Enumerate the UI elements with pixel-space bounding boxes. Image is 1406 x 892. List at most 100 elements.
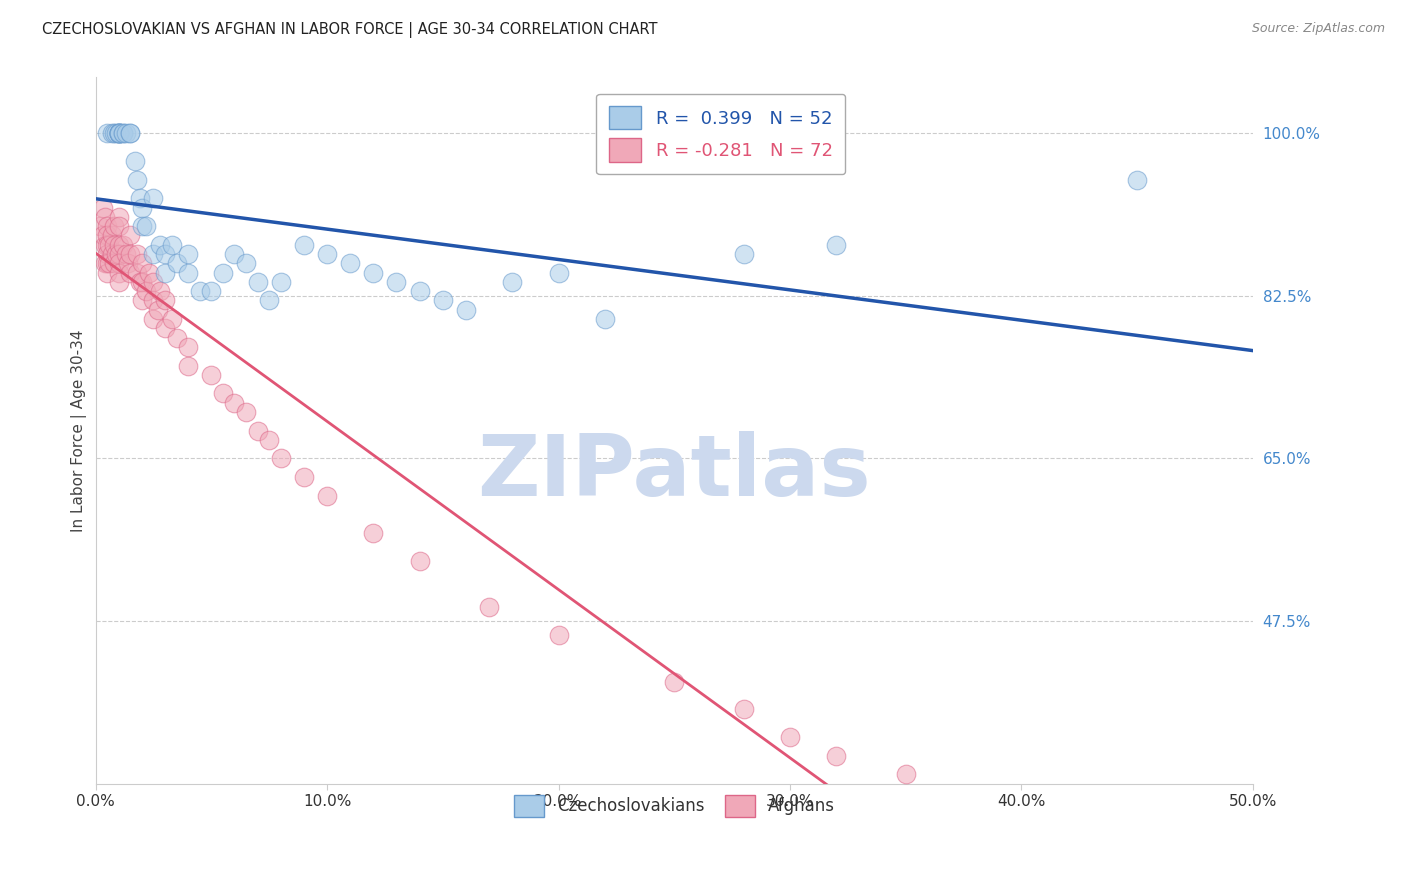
Point [224,395,246,409]
Point [103,219,125,234]
Text: CZECHOSLOVAKIAN VS AFGHAN IN LABOR FORCE | AGE 30-34 CORRELATION CHART: CZECHOSLOVAKIAN VS AFGHAN IN LABOR FORCE… [42,22,658,38]
Point [117,256,139,270]
Point [107,126,129,140]
Point [142,247,165,261]
Point [160,312,183,326]
Point [166,256,188,270]
Point [96,126,118,140]
Point [177,247,200,261]
Point [200,368,222,382]
Point [432,293,454,308]
Point [114,126,136,140]
Point [107,126,129,140]
Point [177,266,200,280]
Point [120,228,142,243]
Point [1126,172,1149,186]
Point [316,247,339,261]
Point [98,237,121,252]
Point [100,247,122,261]
Point [96,237,118,252]
Point [142,275,165,289]
Point [131,256,153,270]
Point [292,470,315,484]
Point [200,284,222,298]
Point [270,275,292,289]
Point [94,256,117,270]
Y-axis label: In Labor Force | Age 30-34: In Labor Force | Age 30-34 [72,329,87,532]
Point [825,748,848,763]
Point [94,237,117,252]
Point [96,228,118,243]
Point [363,525,385,540]
Point [153,293,176,308]
Point [107,210,129,224]
Point [142,312,165,326]
Point [825,237,848,252]
Point [131,219,153,234]
Point [146,302,169,317]
Point [105,126,128,140]
Point [779,731,801,745]
Point [131,275,153,289]
Point [246,424,269,438]
Point [235,256,257,270]
Point [131,201,153,215]
Point [112,126,135,140]
Point [131,293,153,308]
Point [153,321,176,335]
Point [91,201,114,215]
Point [235,405,257,419]
Point [100,126,122,140]
Point [733,247,755,261]
Point [103,237,125,252]
Point [127,247,149,261]
Point [96,266,118,280]
Point [149,237,172,252]
Point [96,256,118,270]
Point [107,256,129,270]
Point [664,674,686,689]
Point [142,191,165,205]
Point [120,247,142,261]
Point [188,284,211,298]
Point [105,247,128,261]
Point [120,266,142,280]
Point [547,266,569,280]
Point [177,359,200,373]
Point [103,256,125,270]
Point [127,266,149,280]
Point [212,266,235,280]
Point [166,331,188,345]
Point [100,228,122,243]
Point [212,386,235,401]
Point [135,284,157,298]
Point [593,312,616,326]
Point [149,284,172,298]
Point [107,247,129,261]
Point [224,247,246,261]
Point [257,293,280,308]
Point [160,237,183,252]
Point [94,210,117,224]
Point [128,191,150,205]
Point [153,266,176,280]
Point [965,795,987,809]
Point [103,126,125,140]
Point [107,266,129,280]
Point [112,126,135,140]
Point [408,284,430,298]
Point [385,275,408,289]
Point [107,126,129,140]
Point [501,275,523,289]
Legend: Czechoslovakians, Afghans: Czechoslovakians, Afghans [505,787,844,825]
Point [107,126,129,140]
Point [120,126,142,140]
Point [257,433,280,447]
Point [363,266,385,280]
Point [91,228,114,243]
Point [478,600,501,615]
Point [454,302,477,317]
Point [107,126,129,140]
Point [114,247,136,261]
Point [128,275,150,289]
